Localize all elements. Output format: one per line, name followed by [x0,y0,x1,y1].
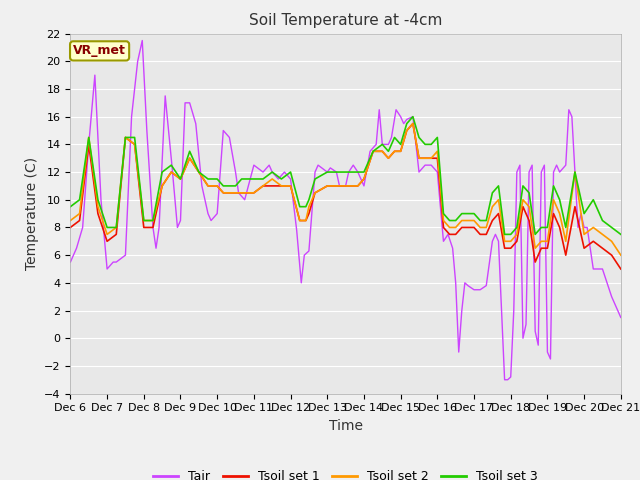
Tsoil set 3 [337,169,345,175]
Tair [188,108,196,113]
Tair [500,377,508,383]
Tair [338,183,346,189]
Tsoil set 3 [188,152,195,157]
Line: Tsoil set 3: Tsoil set 3 [70,117,621,234]
Tsoil set 2 [188,157,195,163]
Tsoil set 1 [188,157,195,163]
Tsoil set 1 [67,225,74,230]
Tsoil set 2 [409,121,417,127]
Tsoil set 3 [67,204,74,210]
Tsoil set 1 [337,183,345,189]
Tair [212,213,220,218]
Tsoil set 3 [500,231,508,237]
Tsoil set 3 [445,217,453,223]
Tsoil set 3 [568,188,576,193]
Tsoil set 3 [390,134,398,140]
Tsoil set 2 [337,183,345,189]
Tsoil set 2 [567,198,575,204]
Y-axis label: Temperature (C): Temperature (C) [24,157,38,270]
Tsoil set 2 [67,217,74,223]
Legend: Tair, Tsoil set 1, Tsoil set 2, Tsoil set 3: Tair, Tsoil set 1, Tsoil set 2, Tsoil se… [148,465,543,480]
Title: Soil Temperature at -4cm: Soil Temperature at -4cm [249,13,442,28]
Text: VR_met: VR_met [73,44,126,58]
Tsoil set 1 [211,183,219,189]
Tsoil set 2 [617,252,625,258]
Tair [568,114,576,120]
Tsoil set 3 [617,231,625,237]
Tsoil set 1 [617,266,625,272]
Tsoil set 3 [409,114,417,120]
Tair [392,111,399,117]
Tsoil set 2 [211,183,219,189]
Tsoil set 1 [409,121,417,127]
Line: Tsoil set 1: Tsoil set 1 [70,124,621,269]
Tair [445,236,453,242]
X-axis label: Time: Time [328,419,363,433]
Tair [617,314,625,320]
Line: Tsoil set 2: Tsoil set 2 [70,124,621,255]
Tsoil set 2 [390,148,398,154]
Tsoil set 3 [211,176,219,182]
Tsoil set 1 [567,224,575,230]
Tair [138,37,146,43]
Tsoil set 1 [390,148,398,154]
Tair [67,259,74,265]
Line: Tair: Tair [70,40,621,380]
Tsoil set 2 [445,225,453,230]
Tsoil set 1 [445,231,453,237]
